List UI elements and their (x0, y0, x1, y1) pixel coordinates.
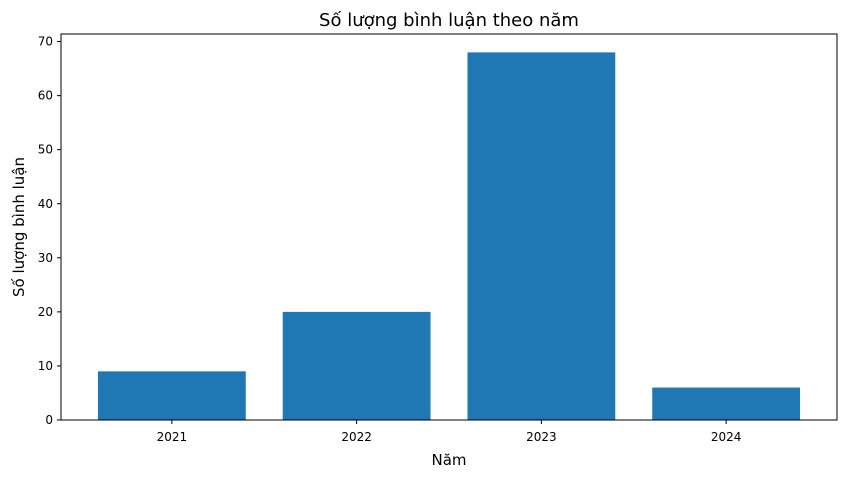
bars-layer (97, 52, 801, 420)
x-tick-label: 2024 (711, 430, 742, 444)
y-tick-label: 30 (38, 251, 53, 265)
x-tick-label: 2023 (526, 430, 557, 444)
x-tick-label: 2021 (157, 430, 188, 444)
y-axis: 0 10 20 30 40 50 60 70 (38, 35, 61, 427)
bar-2021 (97, 371, 246, 420)
x-axis-title: Năm (431, 451, 466, 469)
y-tick-label: 10 (38, 359, 53, 373)
x-axis: 2021 2022 2023 2024 (157, 420, 742, 444)
bar-2024 (652, 387, 801, 420)
bar-2023 (467, 52, 616, 420)
y-tick-label: 0 (45, 413, 53, 427)
y-axis-title: Số lượng bình luận (10, 157, 28, 297)
x-tick-label: 2022 (341, 430, 372, 444)
chart-title: Số lượng bình luận theo năm (319, 10, 579, 31)
y-tick-label: 50 (38, 143, 53, 157)
y-tick-label: 20 (38, 305, 53, 319)
y-tick-label: 70 (38, 35, 53, 49)
plot-frame (60, 33, 838, 421)
y-tick-label: 60 (38, 89, 53, 103)
y-tick-label: 40 (38, 197, 53, 211)
bar-2022 (282, 311, 431, 420)
